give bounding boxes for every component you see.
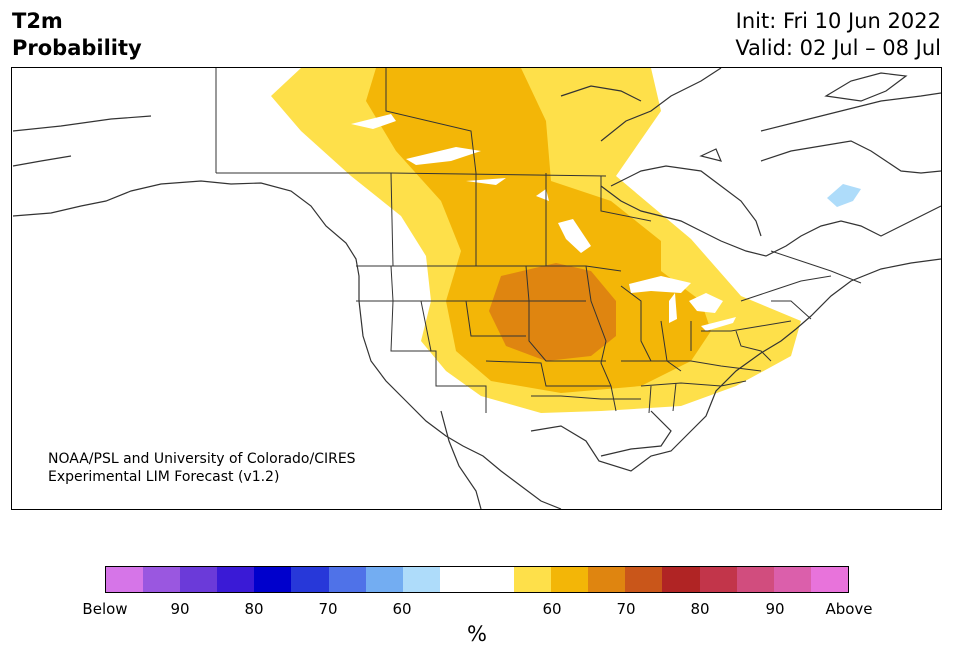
colorbar-tick-above: Above (825, 600, 873, 618)
coastlines (12, 68, 941, 509)
map-panel (11, 67, 942, 510)
map-title: T2m Probability (12, 8, 142, 62)
prob-shade-below-50 (827, 184, 861, 207)
map-svg (12, 68, 941, 509)
colorbar-tick-above-70: 70 (616, 600, 636, 618)
credit-line-2: Experimental LIM Forecast (v1.2) (48, 469, 280, 485)
colorbar-swatch (439, 567, 477, 592)
colorbar-tick-above-80: 80 (690, 600, 710, 618)
colorbar-swatch (588, 567, 626, 592)
colorbar-swatch (625, 567, 663, 592)
colorbar-tick-above-90: 90 (765, 600, 785, 618)
lakes (351, 114, 736, 331)
colorbar-swatch (810, 567, 848, 592)
political-boundaries (215, 68, 862, 414)
colorbar-swatch (699, 567, 737, 592)
credit-text: NOAA/PSL and University of Colorado/CIRE… (48, 450, 356, 486)
colorbar-tick-below-90: 90 (170, 600, 190, 618)
colorbar-swatch (476, 567, 515, 592)
colorbar-swatch (736, 567, 774, 592)
colorbar-tick-below-80: 80 (244, 600, 264, 618)
init-date: Init: Fri 10 Jun 2022 (735, 9, 941, 33)
colorbar-swatch (254, 567, 292, 592)
colorbar-swatch (662, 567, 700, 592)
colorbar-swatch (180, 567, 218, 592)
colorbar-swatch (143, 567, 181, 592)
title-variable: T2m (12, 9, 63, 33)
colorbar-swatch (773, 567, 811, 592)
credit-line-1: NOAA/PSL and University of Colorado/CIRE… (48, 451, 356, 467)
valid-date: Valid: 02 Jul – 08 Jul (735, 36, 941, 60)
forecast-dates: Init: Fri 10 Jun 2022 Valid: 02 Jul – 08… (735, 8, 941, 62)
colorbar-swatch (365, 567, 403, 592)
colorbar-swatch (106, 567, 144, 592)
colorbar-swatch (217, 567, 255, 592)
colorbar (105, 566, 849, 593)
colorbar-swatch (551, 567, 589, 592)
colorbar-tick-above-60: 60 (542, 600, 562, 618)
colorbar-swatch (328, 567, 366, 592)
title-type: Probability (12, 36, 142, 60)
colorbar-tick-below: Below (82, 600, 128, 618)
colorbar-tick-below-70: 70 (318, 600, 338, 618)
colorbar-tick-below-60: 60 (392, 600, 412, 618)
colorbar-swatch (402, 567, 440, 592)
colorbar-unit: % (467, 622, 487, 646)
colorbar-swatch (291, 567, 329, 592)
colorbar-swatch (514, 567, 552, 592)
